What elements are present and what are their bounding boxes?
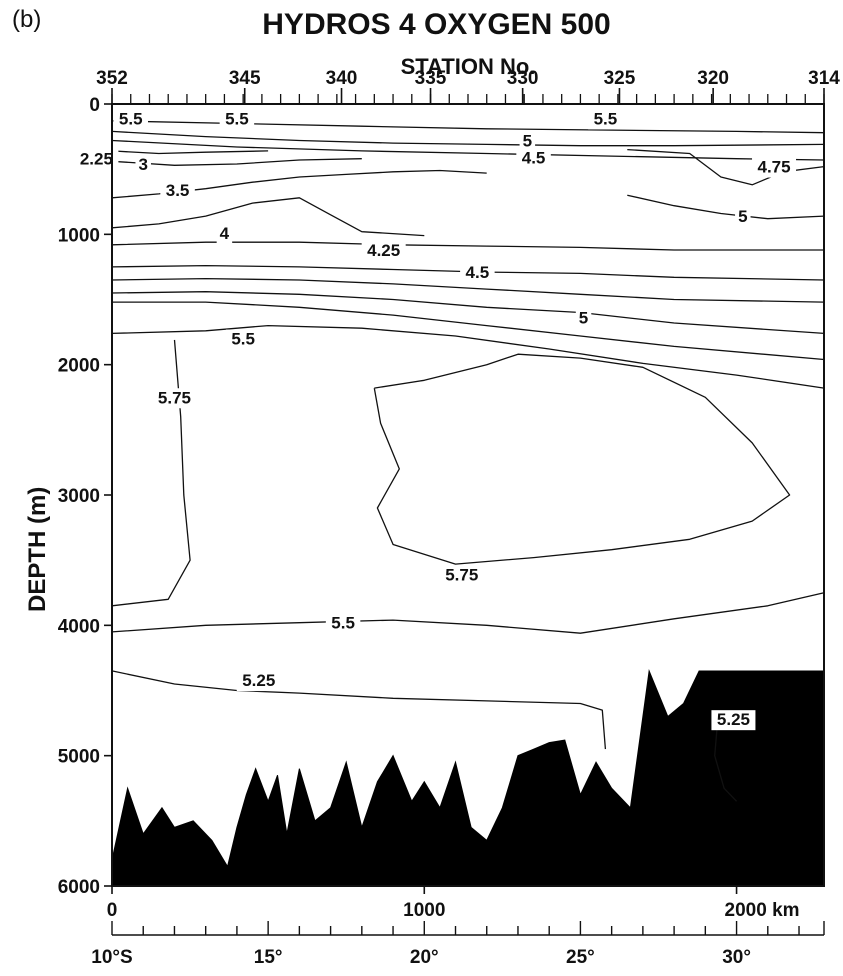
contour-line-3-4 [111, 158, 362, 166]
contour-label: 5.75 [445, 566, 478, 585]
contour-label-background [135, 154, 151, 175]
contour-label: 4.5 [522, 148, 546, 167]
contour-label: 5.25 [717, 710, 750, 729]
station-tick-label: 340 [326, 68, 358, 89]
contour-label: 4.5 [466, 263, 490, 282]
contour-label: 2.25 [80, 150, 113, 169]
depth-tick-label: 5000 [58, 747, 100, 768]
latitude-tick-label: 15° [254, 947, 283, 968]
contour-line-5-25-18 [111, 670, 607, 750]
contour-line-5-8 [627, 194, 825, 220]
station-tick-label: 314 [808, 68, 840, 89]
depth-tick-label: 4000 [58, 616, 100, 637]
depth-tick-label: 6000 [58, 877, 100, 898]
contour-line-2-25-5 [111, 150, 269, 155]
contour-label: 5 [738, 207, 747, 226]
contour-label: 3 [138, 155, 147, 174]
contour-line-5-5-0 [111, 120, 825, 134]
contour-label-background [325, 613, 361, 634]
latitude-tick-label: 30° [722, 947, 751, 968]
station-tick-label: 320 [697, 68, 729, 89]
contour-label-background [113, 109, 148, 130]
contour-label-background [519, 131, 536, 152]
contour-label-background [752, 157, 797, 178]
km-tick-label: 2000 km [725, 900, 800, 921]
contour-label: 5.5 [594, 109, 618, 128]
station-tick-label: 352 [96, 68, 128, 89]
contour-label-layer: 5.5 5.5 5.554.5 4.752.25 33.5454.254.555.55.… [74, 109, 797, 731]
contour-label-background [361, 240, 406, 261]
station-tick-label: 330 [507, 68, 539, 89]
contour-label-background [516, 148, 551, 169]
contour-label-background [74, 149, 119, 170]
panel-letter: (b) [12, 6, 42, 33]
contour-label-background [711, 710, 756, 731]
contour-label: 5.5 [225, 109, 249, 128]
depth-tick-label: 2000 [58, 356, 100, 377]
km-tick-label: 1000 [403, 900, 445, 921]
contour-label: 5.5 [331, 614, 355, 633]
km-tick-label: 0 [107, 900, 118, 921]
latitude-tick-label: 20° [410, 947, 439, 968]
station-tick-label: 345 [229, 68, 261, 89]
contour-label: 4 [220, 224, 230, 243]
contour-label-background [216, 224, 233, 245]
contour-line-4-7 [111, 197, 425, 237]
contour-label-background [588, 109, 623, 130]
contour-line-4-75-11 [111, 277, 825, 303]
contour-label-background [735, 207, 751, 228]
depth-tick-label: 1000 [58, 225, 100, 246]
contour-label-background [219, 109, 255, 130]
contour-label-background [460, 263, 495, 284]
contour-line-5-5-14 [111, 324, 825, 389]
contour-line-5-25-19 [714, 719, 738, 802]
contour-label: 5 [523, 131, 532, 150]
contour-line-5-5-17 [111, 592, 825, 634]
contour-label: 3.5 [166, 181, 190, 200]
contour-line-5-75-15 [111, 339, 191, 607]
axes-layer: 352 345 340 335 330 325 320 3140100020003000400… [58, 68, 841, 968]
chart-title: HYDROS 4 OXYGEN 500 [262, 8, 611, 41]
latitude-tick-label: 25° [566, 947, 595, 968]
contour-line-5-75-16 [373, 353, 791, 565]
contour-label: 5.5 [119, 109, 143, 128]
contour-label-background [152, 388, 197, 409]
contour-label: 5.5 [231, 330, 255, 349]
contour-line-4-5-2 [111, 139, 825, 161]
contour-line-5-1 [111, 130, 825, 147]
depth-tick-label: 3000 [58, 486, 100, 507]
latitude-tick-label: 10°S [91, 947, 132, 968]
station-tick-label: 335 [415, 68, 447, 89]
seafloor-layer [111, 669, 825, 887]
depth-tick-label: 0 [89, 95, 100, 116]
contour-line-5-25-13 [112, 301, 825, 361]
contour-label-background [160, 181, 195, 202]
contour-layer [111, 120, 825, 802]
seafloor-bathymetry [111, 669, 825, 887]
contour-label-background [575, 308, 592, 329]
contour-line-5-12 [111, 291, 825, 335]
contour-label: 5.75 [158, 388, 191, 407]
top-axis-title: STATION No. [400, 54, 536, 79]
contour-label: 4.75 [757, 158, 790, 177]
station-tick-label: 325 [604, 68, 636, 89]
contour-line-4-5-10 [111, 264, 825, 281]
contour-label: 5 [579, 309, 588, 328]
contour-label-background [225, 329, 261, 350]
contour-label: 5.25 [242, 671, 275, 690]
contour-label: 4.25 [367, 241, 400, 260]
contour-label-background [236, 671, 281, 692]
contour-label-background [439, 565, 484, 586]
